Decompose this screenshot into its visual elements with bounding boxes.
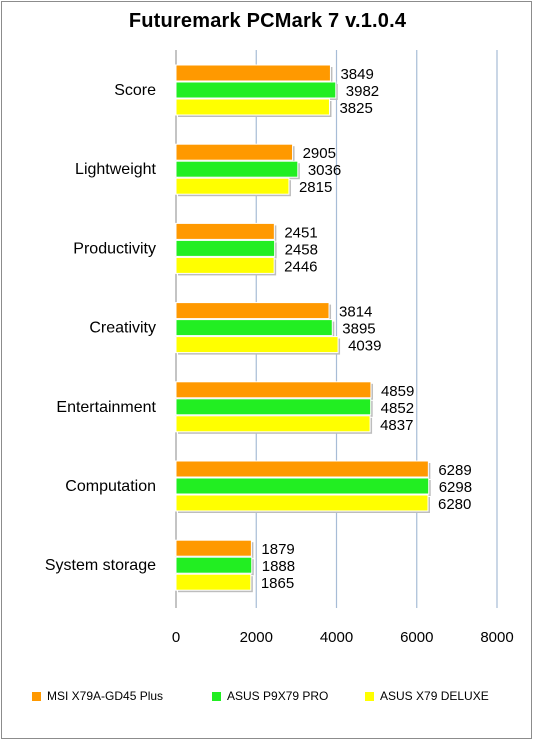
- data-label: 6298: [439, 479, 472, 496]
- data-label: 1879: [261, 541, 294, 558]
- bar: [175, 573, 252, 591]
- category-label: Productivity: [73, 240, 156, 257]
- bar: [175, 336, 339, 354]
- data-label: 4852: [381, 400, 414, 417]
- category-label: Score: [114, 82, 156, 99]
- data-label: 3849: [340, 66, 373, 83]
- bar: [175, 319, 333, 337]
- bar: [175, 494, 429, 512]
- data-label: 3814: [339, 304, 372, 321]
- bar: [175, 177, 290, 195]
- data-label: 2815: [299, 179, 332, 196]
- data-label: 2458: [285, 241, 318, 258]
- legend-label-asus-p9x79-pro: ASUS P9X79 PRO: [227, 689, 329, 703]
- data-label: 4039: [348, 338, 381, 355]
- bar: [175, 64, 331, 82]
- bar: [175, 256, 275, 274]
- x-tick-label: 6000: [400, 629, 433, 646]
- data-label: 2451: [284, 224, 317, 241]
- data-label: 4837: [380, 417, 413, 434]
- legend-item-asus-p9x79-pro: ASUS P9X79 PRO: [212, 686, 328, 706]
- legend-swatch-asus-x79-deluxe: [365, 691, 374, 701]
- data-label: 6280: [438, 496, 471, 513]
- x-tick-label: 4000: [320, 629, 353, 646]
- data-label: 6289: [438, 462, 471, 479]
- bar: [175, 556, 253, 574]
- chart-title: Futuremark PCMark 7 v.1.0.4: [128, 10, 407, 32]
- bar: [175, 477, 430, 495]
- data-label: 3982: [346, 83, 379, 100]
- bar: [175, 222, 275, 240]
- category-label: Entertainment: [56, 399, 156, 416]
- bar: [175, 302, 330, 320]
- bar: [175, 460, 429, 478]
- legend-label-msi: MSI X79A-GD45 Plus: [47, 689, 164, 703]
- legend-item-msi: MSI X79A-GD45 Plus: [32, 686, 163, 706]
- bar: [175, 239, 276, 257]
- legend-swatch-msi: [32, 691, 41, 701]
- bar: [175, 143, 294, 161]
- data-label: 4859: [381, 383, 414, 400]
- legend-item-asus-x79-deluxe: ASUS X79 DELUXE: [365, 686, 489, 706]
- bar: [175, 81, 337, 99]
- data-label: 2905: [303, 145, 336, 162]
- bar: [175, 160, 299, 178]
- category-label: System storage: [45, 557, 156, 574]
- category-label: Creativity: [89, 320, 156, 337]
- data-label: 3895: [342, 321, 375, 338]
- data-label: 2446: [284, 258, 317, 275]
- data-label: 1888: [262, 558, 295, 575]
- bar: [175, 539, 252, 557]
- legend-label-asus-x79-deluxe: ASUS X79 DELUXE: [380, 689, 489, 703]
- x-tick-label: 0: [172, 629, 180, 646]
- bar: [175, 381, 372, 399]
- x-tick-label: 8000: [480, 629, 513, 646]
- bar: [175, 415, 371, 433]
- bar: [175, 398, 372, 416]
- data-label: 1865: [261, 575, 294, 592]
- x-tick-label: 2000: [240, 629, 273, 646]
- data-label: 3036: [308, 162, 341, 179]
- legend-swatch-asus-p9x79-pro: [212, 691, 221, 701]
- bar: [175, 98, 330, 116]
- data-label: 3825: [339, 100, 372, 117]
- legend: MSI X79A-GD45 Plus ASUS P9X79 PRO ASUS X…: [0, 686, 535, 706]
- category-label: Computation: [65, 478, 156, 495]
- category-label: Lightweight: [75, 161, 157, 178]
